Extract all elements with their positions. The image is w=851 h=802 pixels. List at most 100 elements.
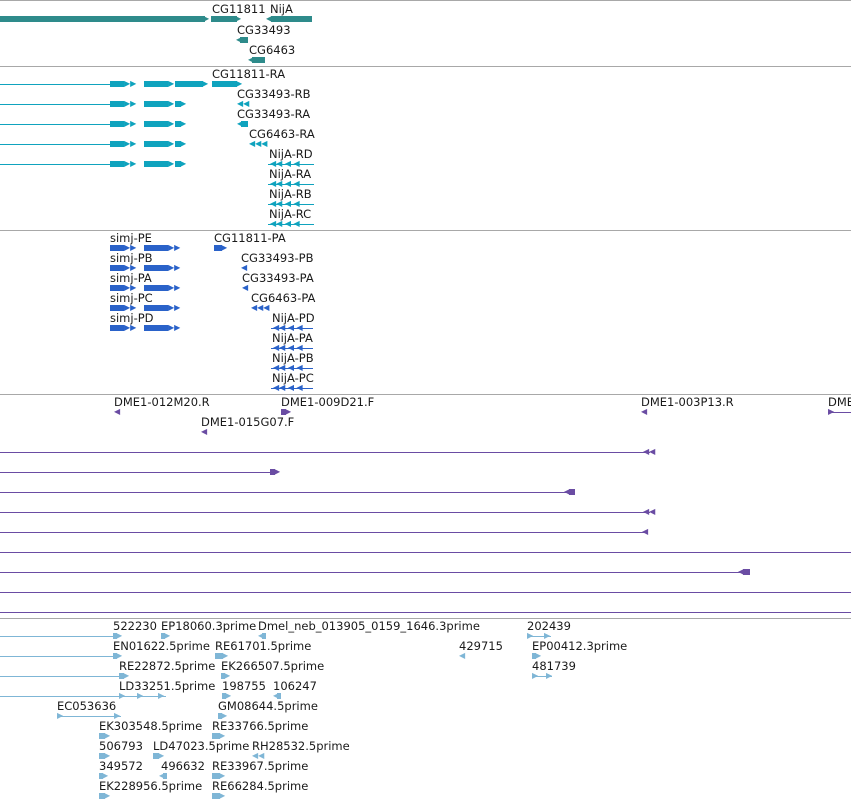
clone-alignment[interactable]: ◀◀ bbox=[0, 448, 656, 456]
est-label[interactable]: RE33967.5prime bbox=[212, 759, 309, 773]
gene-glyph-simj[interactable]: ▶ bbox=[0, 15, 210, 23]
gene-glyph-cg33493[interactable]: ◀ bbox=[236, 36, 249, 44]
est-label[interactable]: 496632 bbox=[161, 759, 205, 773]
transcript-glyph-simj[interactable]: ▶▶ ▶ ▶ bbox=[0, 120, 186, 128]
protein-label[interactable]: CG33493-PA bbox=[242, 271, 314, 285]
est-label[interactable]: RE33766.5prime bbox=[212, 719, 309, 733]
gene-label[interactable]: CG11811 bbox=[212, 2, 266, 16]
est-label[interactable]: RE66284.5prime bbox=[212, 779, 309, 793]
transcript-glyph-cg33493-ra[interactable]: ◀ bbox=[237, 120, 250, 128]
est-label[interactable]: LD47023.5prime bbox=[153, 739, 250, 753]
est-glyph[interactable]: ▶ ▶ bbox=[527, 631, 551, 640]
est-glyph[interactable]: ▶ bbox=[212, 732, 226, 740]
transcript-label[interactable]: CG33493-RB bbox=[237, 87, 311, 101]
clone-alignment[interactable] bbox=[0, 589, 851, 596]
protein-glyph-simj-pd[interactable]: ▶▶ ▶▶ bbox=[110, 324, 184, 332]
clone-end-marker[interactable]: ▶ bbox=[281, 408, 291, 416]
protein-glyph-simj-pc[interactable]: ▶▶ ▶▶ bbox=[110, 304, 184, 312]
gene-glyph-cg11811[interactable]: ▶ bbox=[211, 15, 241, 23]
clone-label[interactable]: DME1-003P13.R bbox=[641, 395, 734, 409]
gene-label[interactable]: CG6463 bbox=[249, 43, 296, 57]
gene-label[interactable]: NijA bbox=[270, 2, 293, 16]
clone-alignment[interactable] bbox=[0, 549, 851, 556]
clone-end-marker[interactable]: ▶ bbox=[828, 408, 851, 416]
transcript-label[interactable]: CG33493-RA bbox=[237, 107, 311, 121]
protein-label[interactable]: simj-PA bbox=[110, 271, 152, 285]
protein-label[interactable]: simj-PC bbox=[110, 291, 153, 305]
est-label[interactable]: EK228956.5prime bbox=[99, 779, 203, 793]
est-label[interactable]: 198755 bbox=[222, 679, 266, 693]
est-glyph[interactable]: ▶ bbox=[153, 752, 165, 760]
est-label[interactable]: Dmel_neb_013905_0159_1646.3prime bbox=[258, 619, 480, 633]
protein-label[interactable]: simj-PD bbox=[110, 311, 154, 325]
protein-label[interactable]: NijA-PB bbox=[272, 351, 314, 365]
est-label[interactable]: 522230 bbox=[113, 619, 157, 633]
protein-label[interactable]: NijA-PD bbox=[272, 311, 315, 325]
transcript-glyph-cg11811-ra[interactable]: ▶ bbox=[212, 80, 242, 88]
clone-label[interactable]: DME1-009D21.F bbox=[281, 395, 375, 409]
protein-glyph-simj-pb[interactable]: ▶▶ ▶▶ bbox=[110, 264, 184, 272]
clone-end-marker[interactable]: ◀ bbox=[201, 427, 208, 436]
transcript-glyph-nija-rc[interactable]: ◀◀ ◀ ◀ bbox=[268, 220, 316, 228]
est-glyph[interactable]: ▶ bbox=[221, 672, 231, 680]
transcript-label[interactable]: NijA-RA bbox=[269, 167, 312, 181]
est-glyph[interactable]: ◀ bbox=[459, 651, 466, 660]
gene-glyph-nija[interactable]: ◀ bbox=[266, 15, 313, 23]
protein-label[interactable]: simj-PE bbox=[110, 231, 152, 245]
protein-glyph-nija-pb[interactable]: ◀◀ ◀ ◀ bbox=[271, 364, 315, 372]
est-label[interactable]: RE61701.5prime bbox=[215, 639, 312, 653]
transcript-glyph-simj[interactable]: ▶▶ ▶ ▶ bbox=[0, 80, 210, 88]
clone-alignment[interactable]: ◀◀ bbox=[0, 508, 656, 516]
est-glyph[interactable]: ▶ ▶ ▶ bbox=[0, 692, 168, 700]
clone-label[interactable]: DME1-012M20.R bbox=[114, 395, 210, 409]
transcript-glyph-simj[interactable]: ▶▶ ▶ ▶ bbox=[0, 140, 186, 148]
protein-glyph-cg11811-pa[interactable]: ▶ bbox=[214, 244, 228, 252]
est-label[interactable]: GM08644.5prime bbox=[218, 699, 318, 713]
clone-alignment[interactable]: ◀ bbox=[0, 568, 752, 576]
transcript-label[interactable]: CG11811-RA bbox=[212, 67, 286, 81]
est-glyph[interactable]: ▶ bbox=[0, 652, 122, 660]
est-label[interactable]: RE22872.5prime bbox=[119, 659, 216, 673]
est-label[interactable]: EP18060.3prime bbox=[161, 619, 257, 633]
protein-glyph-cg6463-pa[interactable]: ◀◀◀ bbox=[251, 303, 270, 312]
est-glyph[interactable]: ▶ bbox=[0, 632, 122, 640]
est-glyph[interactable]: ▶ bbox=[99, 792, 111, 800]
transcript-glyph-simj[interactable]: ▶▶ ▶ ▶ bbox=[0, 160, 186, 168]
est-glyph[interactable]: ▶ bbox=[99, 752, 111, 760]
est-label[interactable]: EP00412.3prime bbox=[532, 639, 628, 653]
gene-glyph-cg6463[interactable]: ◀ bbox=[248, 56, 266, 64]
protein-glyph-nija-pc[interactable]: ◀◀ ◀ ◀ bbox=[271, 384, 315, 392]
protein-label[interactable]: CG33493-PB bbox=[241, 251, 314, 265]
clone-alignment[interactable]: ◀ bbox=[0, 528, 654, 536]
transcript-glyph-nija-ra[interactable]: ◀◀ ◀ ◀ bbox=[268, 180, 316, 188]
est-label[interactable]: 429715 bbox=[459, 639, 503, 653]
est-glyph[interactable]: ▶ bbox=[222, 692, 232, 700]
est-glyph[interactable]: ▶ bbox=[161, 632, 171, 640]
est-label[interactable]: EN01622.5prime bbox=[113, 639, 210, 653]
est-glyph[interactable]: ◀ bbox=[159, 772, 169, 780]
clone-alignment[interactable] bbox=[0, 609, 851, 616]
protein-label[interactable]: CG11811-PA bbox=[214, 231, 286, 245]
est-glyph[interactable]: ▶ bbox=[212, 772, 226, 780]
transcript-glyph-cg33493-rb[interactable]: ◀◀ bbox=[237, 99, 250, 108]
transcript-label[interactable]: NijA-RD bbox=[269, 147, 313, 161]
est-label[interactable]: 506793 bbox=[99, 739, 143, 753]
transcript-glyph-cg6463-ra[interactable]: ◀◀◀ bbox=[249, 139, 268, 148]
transcript-glyph-simj[interactable]: ▶▶ ▶ ▶ bbox=[0, 100, 186, 108]
protein-glyph-simj-pa[interactable]: ▶▶ ▶▶ bbox=[110, 284, 184, 292]
protein-label[interactable]: NijA-PA bbox=[272, 331, 313, 345]
est-glyph[interactable]: ▶ ▶ bbox=[57, 711, 121, 720]
est-glyph[interactable]: ▶ bbox=[218, 712, 228, 720]
est-glyph[interactable]: ▶ bbox=[532, 652, 542, 660]
protein-label[interactable]: NijA-PC bbox=[272, 371, 314, 385]
clone-alignment[interactable]: ▶ bbox=[0, 468, 284, 476]
transcript-label[interactable]: NijA-RC bbox=[269, 207, 312, 221]
est-label[interactable]: 202439 bbox=[527, 619, 571, 633]
est-label[interactable]: 106247 bbox=[273, 679, 317, 693]
est-label[interactable]: 481739 bbox=[532, 659, 576, 673]
protein-glyph-nija-pd[interactable]: ◀◀ ◀ ◀ bbox=[271, 324, 315, 332]
clone-end-marker[interactable]: ◀ bbox=[114, 407, 121, 416]
transcript-glyph-nija-rd[interactable]: ◀◀ ◀ ◀ bbox=[268, 160, 316, 168]
est-glyph[interactable]: ◀ bbox=[258, 632, 268, 640]
clone-alignment[interactable]: ◀ bbox=[0, 488, 578, 496]
